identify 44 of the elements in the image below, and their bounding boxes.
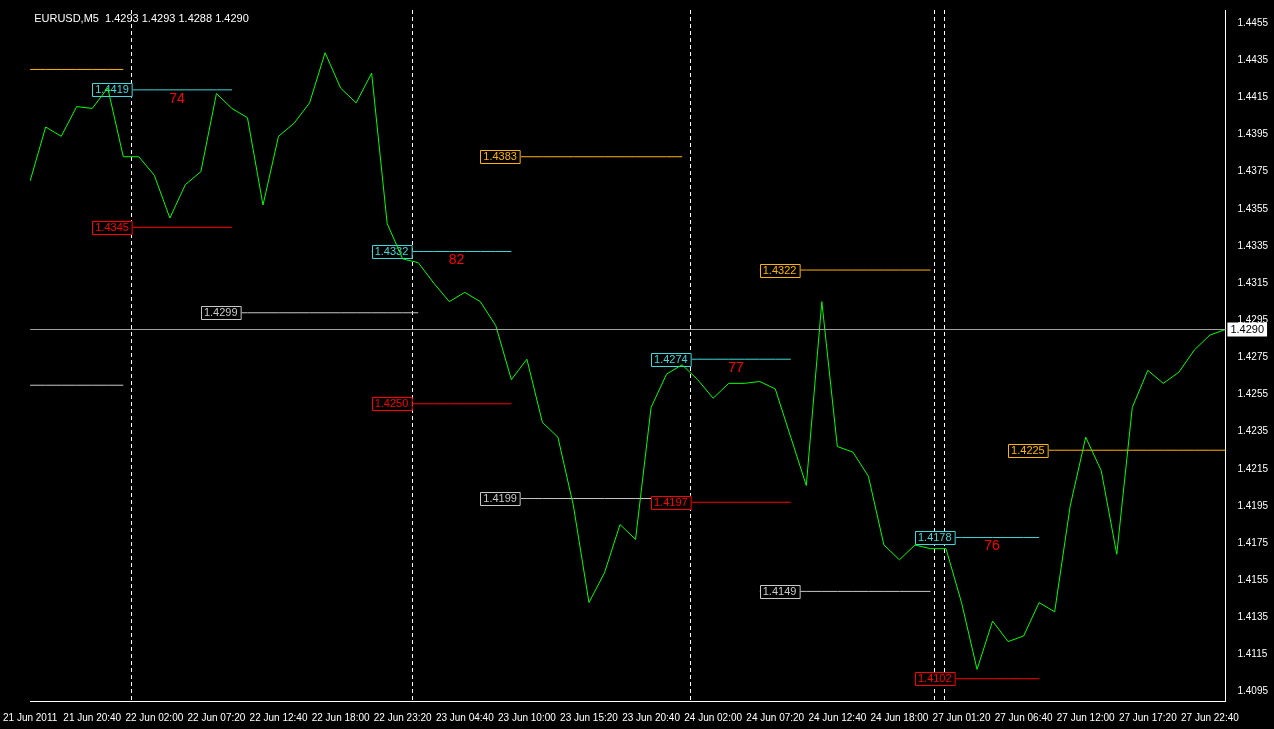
y-tick-label: 1.4435 — [1237, 53, 1269, 65]
x-tick-label: 24 Jun 12:40 — [808, 711, 867, 723]
y-tick-label: 1.4235 — [1237, 425, 1269, 437]
annotation: 77 — [728, 359, 744, 376]
annotation: 82 — [448, 251, 465, 268]
x-tick-label: 27 Jun 12:00 — [1056, 711, 1116, 723]
x-tick-label: 23 Jun 15:20 — [560, 711, 619, 723]
y-tick-label: 1.4335 — [1237, 239, 1269, 251]
x-tick-label: 24 Jun 18:00 — [870, 711, 929, 723]
x-tick-label: 27 Jun 17:20 — [1118, 711, 1178, 723]
y-tick-label: 1.4195 — [1237, 499, 1269, 511]
x-tick-label: 22 Jun 02:00 — [125, 711, 184, 723]
annotation: 74 — [169, 89, 186, 106]
x-tick-label: 22 Jun 07:20 — [187, 711, 246, 723]
y-tick-label: 1.4215 — [1237, 462, 1269, 474]
x-tick-label: 22 Jun 18:00 — [311, 711, 370, 723]
y-tick-label: 1.4155 — [1237, 574, 1269, 586]
x-tick-label: 27 Jun 06:40 — [994, 711, 1053, 723]
y-tick-label: 1.4355 — [1237, 202, 1269, 214]
y-tick-label: 1.4275 — [1237, 351, 1269, 363]
y-tick-label: 1.4095 — [1237, 685, 1269, 697]
x-tick-label: 22 Jun 12:40 — [249, 711, 308, 723]
y-tick-label: 1.4455 — [1237, 16, 1269, 28]
y-tick-label: 1.4135 — [1237, 611, 1269, 623]
x-tick-label: 27 Jun 01:20 — [932, 711, 991, 723]
x-tick-label: 21 Jun 2011 — [3, 711, 58, 723]
y-tick-label: 1.4295 — [1237, 313, 1269, 325]
x-tick-label: 24 Jun 02:00 — [684, 711, 743, 723]
x-tick-label: 22 Jun 23:20 — [373, 711, 433, 723]
x-tick-label: 24 Jun 07:20 — [746, 711, 805, 723]
y-tick-label: 1.4255 — [1237, 388, 1269, 400]
x-tick-label: 23 Jun 20:40 — [622, 711, 681, 723]
y-tick-label: 1.4175 — [1237, 536, 1269, 548]
ref-line-label: 1.4290 — [1230, 322, 1265, 335]
y-tick-label: 1.4115 — [1237, 648, 1268, 660]
x-tick-label: 21 Jun 20:40 — [63, 711, 122, 723]
y-tick-label: 1.4375 — [1237, 165, 1269, 177]
x-tick-label: 23 Jun 04:40 — [435, 711, 495, 723]
annotation: 76 — [984, 537, 1001, 554]
x-tick-label: 23 Jun 10:00 — [497, 711, 557, 723]
y-tick-label: 1.4315 — [1237, 276, 1269, 288]
x-tick-label: 27 Jun 22:40 — [1180, 711, 1240, 723]
y-tick-label: 1.4415 — [1237, 91, 1269, 103]
y-tick-label: 1.4395 — [1237, 128, 1269, 140]
